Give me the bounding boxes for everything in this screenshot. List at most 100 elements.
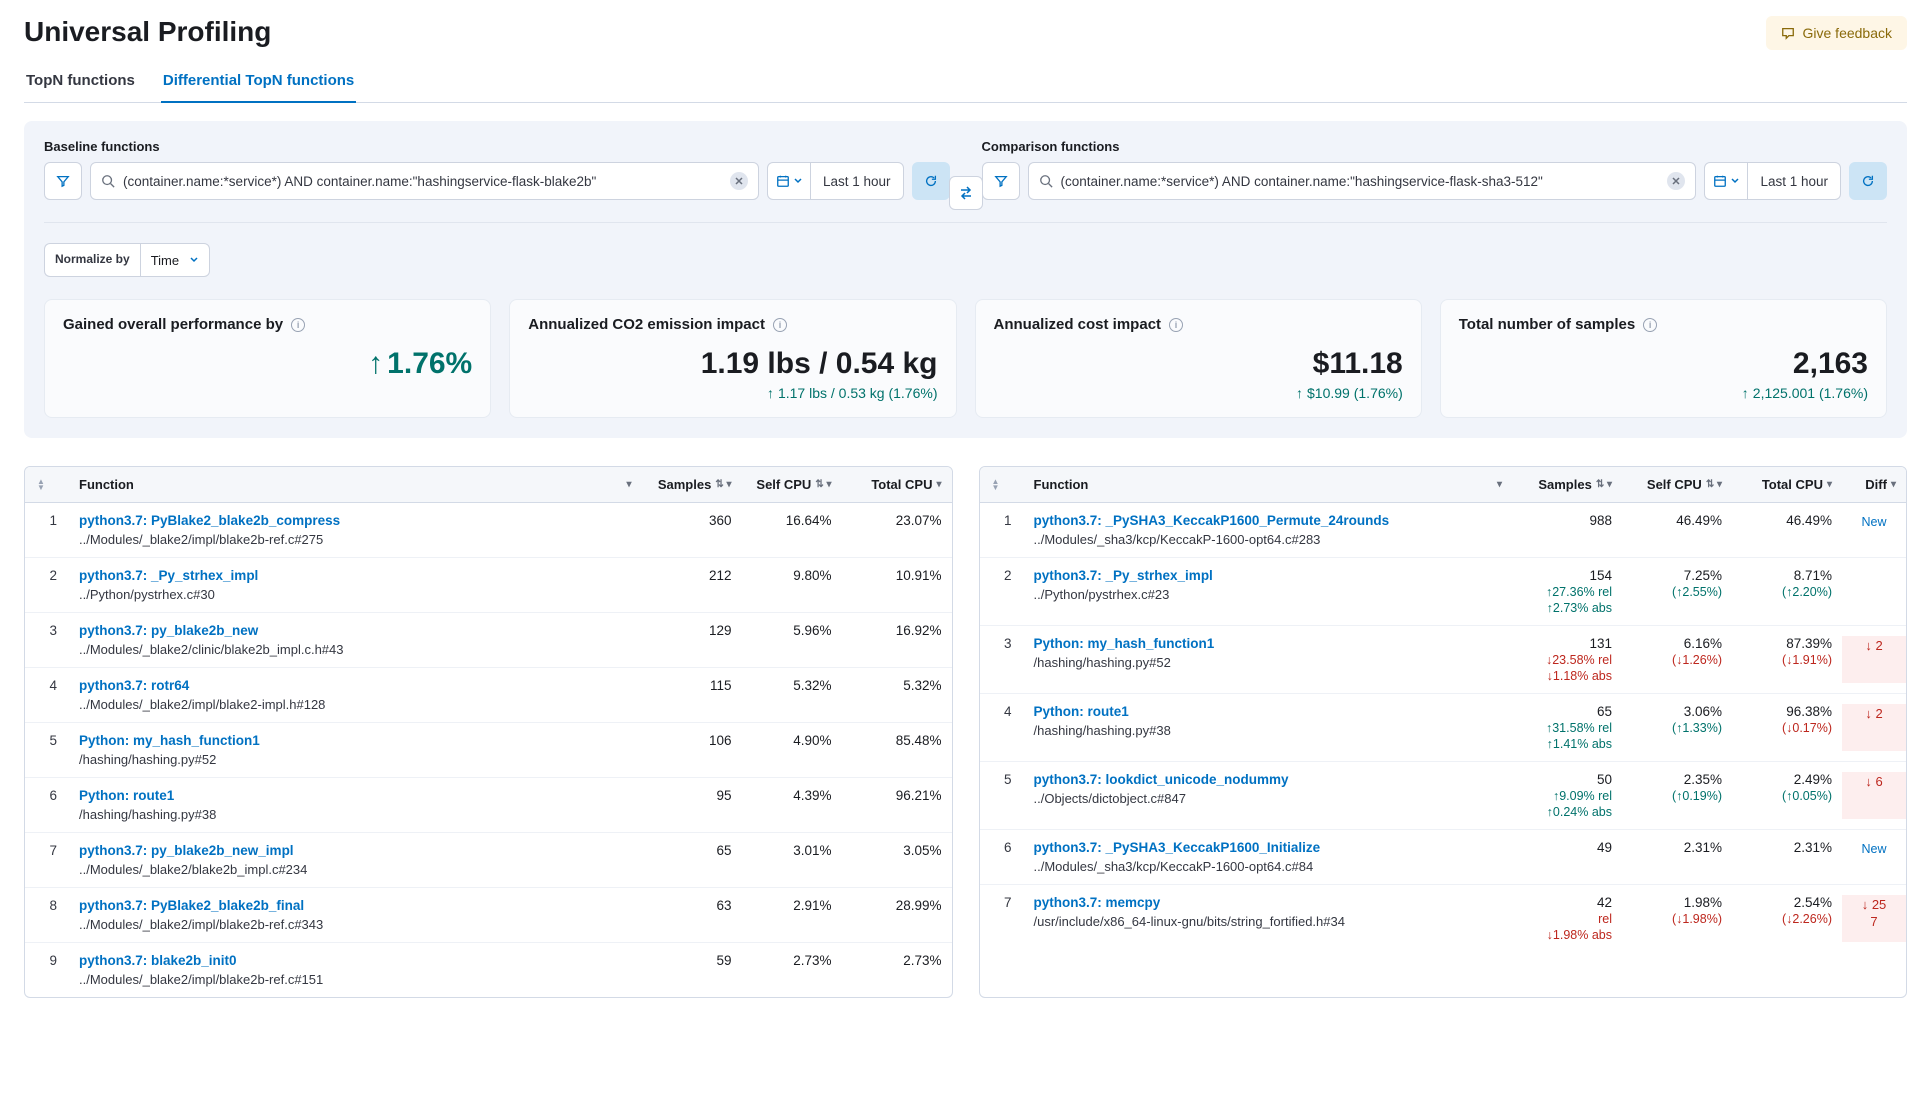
function-link[interactable]: python3.7: _PySHA3_KeccakP1600_Initializ… bbox=[1034, 840, 1503, 855]
function-cell: Python: route1 /hashing/hashing.py#38 bbox=[69, 788, 642, 822]
table-row: 6 Python: route1 /hashing/hashing.py#38 … bbox=[25, 778, 952, 833]
col-function[interactable]: Function▾ bbox=[1024, 467, 1513, 502]
function-link[interactable]: python3.7: _Py_strhex_impl bbox=[79, 568, 632, 583]
diff-rank-badge: ↓ 2 bbox=[1865, 638, 1882, 653]
col-self-cpu[interactable]: Self CPU ⇅ ▾ bbox=[1622, 467, 1732, 502]
function-path: ../Python/pystrhex.c#23 bbox=[1034, 587, 1503, 602]
col-self-cpu[interactable]: Self CPU ⇅ ▾ bbox=[742, 467, 842, 502]
diff-cell: New bbox=[1842, 513, 1906, 547]
baseline-query-input-wrap bbox=[90, 162, 759, 200]
function-link[interactable]: python3.7: _Py_strhex_impl bbox=[1034, 568, 1503, 583]
function-link[interactable]: Python: my_hash_function1 bbox=[79, 733, 632, 748]
samples-cell: 49 bbox=[1512, 840, 1622, 874]
col-samples[interactable]: Samples ⇅ ▾ bbox=[642, 467, 742, 502]
function-link[interactable]: python3.7: _PySHA3_KeccakP1600_Permute_2… bbox=[1034, 513, 1503, 528]
function-link[interactable]: python3.7: blake2b_init0 bbox=[79, 953, 632, 968]
comparison-query-input[interactable] bbox=[1061, 174, 1660, 189]
chevron-down-icon bbox=[1731, 177, 1739, 185]
baseline-date-picker[interactable]: Last 1 hour bbox=[767, 162, 904, 200]
rank-cell: 4 bbox=[25, 678, 69, 712]
function-cell: python3.7: blake2b_init0 ../Modules/_bla… bbox=[69, 953, 642, 987]
samples-cell: 115 bbox=[642, 678, 742, 712]
card-value: 1.76% bbox=[387, 347, 472, 380]
function-cell: python3.7: _PySHA3_KeccakP1600_Permute_2… bbox=[1024, 513, 1513, 547]
info-icon[interactable]: i bbox=[1169, 318, 1183, 332]
function-link[interactable]: python3.7: memcpy bbox=[1034, 895, 1503, 910]
baseline-filter-button[interactable] bbox=[44, 162, 82, 200]
self-cpu-cell: 2.73% bbox=[742, 953, 842, 987]
table-row: 5 python3.7: lookdict_unicode_nodummy ..… bbox=[980, 762, 1907, 830]
total-cpu-cell: 85.48% bbox=[842, 733, 952, 767]
samples-cell: 65 bbox=[642, 843, 742, 877]
rank-cell: 5 bbox=[25, 733, 69, 767]
comparison-clear-button[interactable] bbox=[1667, 172, 1685, 190]
total-cpu-cell: 5.32% bbox=[842, 678, 952, 712]
trend-up-icon bbox=[1742, 385, 1753, 401]
function-link[interactable]: Python: route1 bbox=[79, 788, 632, 803]
calendar-icon bbox=[1713, 174, 1727, 188]
function-link[interactable]: python3.7: rotr64 bbox=[79, 678, 632, 693]
function-path: ../Modules/_blake2/impl/blake2b-ref.c#27… bbox=[79, 532, 632, 547]
card-value: 2,163 bbox=[1793, 347, 1868, 381]
table-row: 3 Python: my_hash_function1 /hashing/has… bbox=[980, 626, 1907, 694]
table-row: 7 python3.7: py_blake2b_new_impl ../Modu… bbox=[25, 833, 952, 888]
col-samples[interactable]: Samples ⇅ ▾ bbox=[1512, 467, 1622, 502]
function-link[interactable]: python3.7: lookdict_unicode_nodummy bbox=[1034, 772, 1503, 787]
tab-topn-functions[interactable]: TopN functions bbox=[24, 62, 137, 102]
rank-cell: 6 bbox=[25, 788, 69, 822]
function-link[interactable]: python3.7: PyBlake2_blake2b_final bbox=[79, 898, 632, 913]
info-icon[interactable]: i bbox=[1643, 318, 1657, 332]
swap-queries-button[interactable] bbox=[949, 176, 983, 210]
comparison-filter-button[interactable] bbox=[982, 162, 1020, 200]
function-link[interactable]: python3.7: py_blake2b_new_impl bbox=[79, 843, 632, 858]
diff-rank-badge: ↓ 25 bbox=[1862, 897, 1887, 912]
diff-cell: ↓ 2 bbox=[1842, 704, 1906, 751]
table-row: 8 python3.7: PyBlake2_blake2b_final ../M… bbox=[25, 888, 952, 943]
info-icon[interactable]: i bbox=[773, 318, 787, 332]
col-function[interactable]: Function▾ bbox=[69, 467, 642, 502]
function-link[interactable]: Python: my_hash_function1 bbox=[1034, 636, 1503, 651]
rank-cell: 6 bbox=[980, 840, 1024, 874]
baseline-clear-button[interactable] bbox=[730, 172, 748, 190]
rank-cell: 5 bbox=[980, 772, 1024, 819]
function-link[interactable]: python3.7: py_blake2b_new bbox=[79, 623, 632, 638]
baseline-table: ▲▼ Function▾ Samples ⇅ ▾ Self CPU ⇅ ▾ To… bbox=[24, 466, 953, 998]
tab-differential-topn-functions[interactable]: Differential TopN functions bbox=[161, 62, 356, 103]
col-rank[interactable]: ▲▼ bbox=[25, 467, 69, 502]
col-total-cpu[interactable]: Total CPU ▾ bbox=[1732, 467, 1842, 502]
self-cpu-cell: 4.90% bbox=[742, 733, 842, 767]
baseline-query-input[interactable] bbox=[123, 174, 722, 189]
self-cpu-cell: 6.16%(↓1.26%) bbox=[1622, 636, 1732, 683]
function-path: ../Modules/_sha3/kcp/KeccakP-1600-opt64.… bbox=[1034, 532, 1503, 547]
function-link[interactable]: python3.7: PyBlake2_blake2b_compress bbox=[79, 513, 632, 528]
col-total-cpu[interactable]: Total CPU ▾ bbox=[842, 467, 952, 502]
function-path: ../Python/pystrhex.c#30 bbox=[79, 587, 632, 602]
trend-up-icon bbox=[1296, 385, 1307, 401]
table-row: 4 Python: route1 /hashing/hashing.py#38 … bbox=[980, 694, 1907, 762]
give-feedback-button[interactable]: Give feedback bbox=[1766, 16, 1908, 50]
diff-rank-badge: ↓ 6 bbox=[1865, 774, 1882, 789]
col-diff[interactable]: Diff ▾ bbox=[1842, 467, 1906, 502]
normalize-by-select[interactable]: Time bbox=[140, 243, 210, 277]
rank-cell: 7 bbox=[25, 843, 69, 877]
col-rank[interactable]: ▲▼ bbox=[980, 467, 1024, 502]
card-title: Annualized cost impact bbox=[994, 316, 1162, 333]
function-path: /hashing/hashing.py#52 bbox=[79, 752, 632, 767]
table-row: 6 python3.7: _PySHA3_KeccakP1600_Initial… bbox=[980, 830, 1907, 885]
self-cpu-cell: 1.98%(↓1.98%) bbox=[1622, 895, 1732, 942]
diff-cell: New bbox=[1842, 840, 1906, 874]
comparison-date-picker[interactable]: Last 1 hour bbox=[1704, 162, 1841, 200]
self-cpu-cell: 3.01% bbox=[742, 843, 842, 877]
table-row: 7 python3.7: memcpy /usr/include/x86_64-… bbox=[980, 885, 1907, 952]
comparison-query-input-wrap bbox=[1028, 162, 1697, 200]
function-cell: Python: my_hash_function1 /hashing/hashi… bbox=[1024, 636, 1513, 683]
card-title: Total number of samples bbox=[1459, 316, 1635, 333]
table-row: 2 python3.7: _Py_strhex_impl ../Python/p… bbox=[980, 558, 1907, 626]
card-value: 1.19 lbs / 0.54 kg bbox=[701, 347, 938, 381]
function-path: ../Modules/_sha3/kcp/KeccakP-1600-opt64.… bbox=[1034, 859, 1503, 874]
comparison-refresh-button[interactable] bbox=[1849, 162, 1887, 200]
function-link[interactable]: Python: route1 bbox=[1034, 704, 1503, 719]
info-icon[interactable]: i bbox=[291, 318, 305, 332]
baseline-refresh-button[interactable] bbox=[912, 162, 950, 200]
function-cell: python3.7: PyBlake2_blake2b_final ../Mod… bbox=[69, 898, 642, 932]
